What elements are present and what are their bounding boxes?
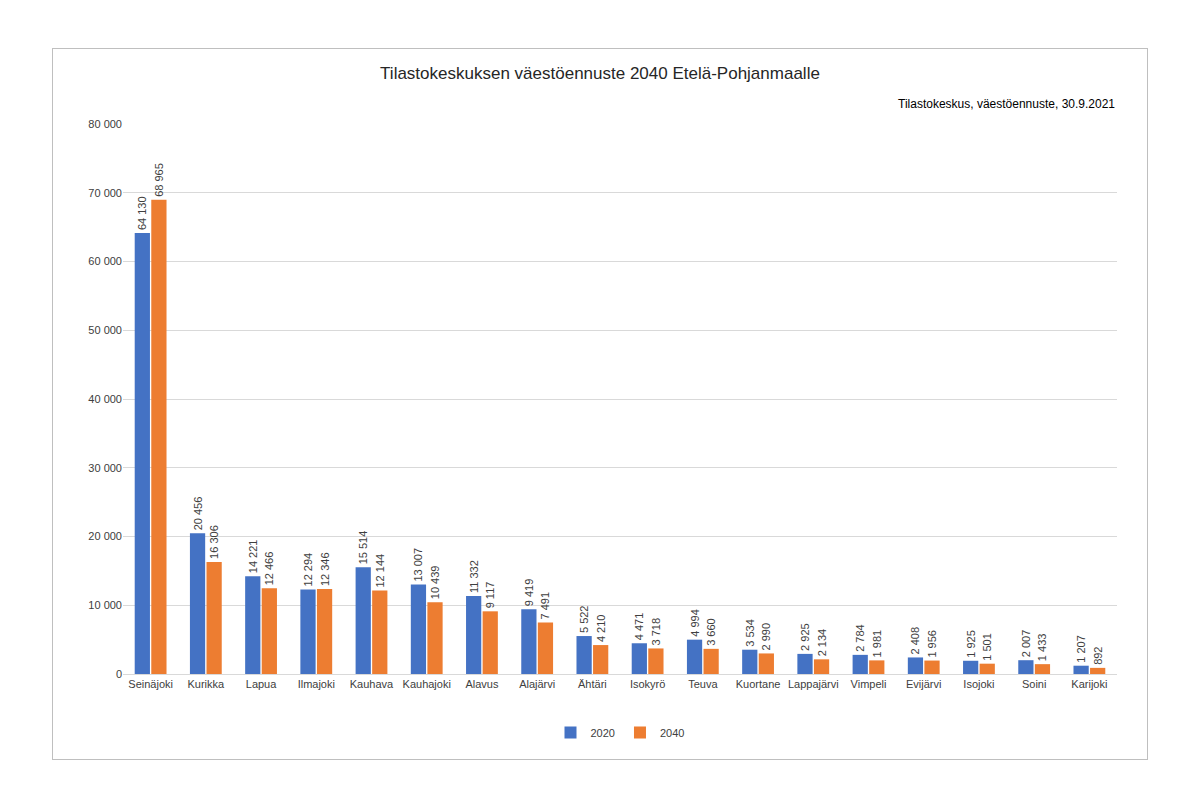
svg-text:3 718: 3 718 — [650, 618, 662, 646]
svg-text:12 346: 12 346 — [319, 552, 331, 586]
svg-text:2 990: 2 990 — [760, 623, 772, 651]
svg-text:Isokyrö: Isokyrö — [630, 678, 665, 690]
svg-text:7 491: 7 491 — [539, 592, 551, 620]
svg-text:Seinäjoki: Seinäjoki — [128, 678, 173, 690]
svg-text:Alajärvi: Alajärvi — [519, 678, 555, 690]
svg-text:2 784: 2 784 — [854, 624, 866, 652]
svg-text:68 965: 68 965 — [153, 163, 165, 197]
svg-text:20 456: 20 456 — [192, 497, 204, 531]
svg-text:10 000: 10 000 — [88, 599, 122, 611]
svg-text:0: 0 — [116, 668, 122, 680]
svg-text:3 660: 3 660 — [705, 618, 717, 646]
svg-text:10 439: 10 439 — [429, 566, 441, 600]
svg-text:70 000: 70 000 — [88, 187, 122, 199]
svg-text:9 419: 9 419 — [523, 579, 535, 607]
svg-text:1 207: 1 207 — [1075, 635, 1087, 663]
svg-text:80 000: 80 000 — [88, 118, 122, 130]
svg-text:11 332: 11 332 — [468, 560, 480, 593]
svg-text:15 514: 15 514 — [357, 531, 369, 565]
svg-text:9 117: 9 117 — [484, 582, 496, 609]
svg-text:Isojoki: Isojoki — [963, 678, 994, 690]
svg-text:2 007: 2 007 — [1020, 630, 1032, 658]
svg-text:16 306: 16 306 — [208, 525, 220, 559]
svg-text:14 221: 14 221 — [247, 540, 259, 574]
svg-text:Vimpeli: Vimpeli — [851, 678, 887, 690]
svg-text:1 501: 1 501 — [981, 633, 993, 661]
svg-text:892: 892 — [1092, 647, 1104, 665]
svg-text:1 433: 1 433 — [1036, 634, 1048, 662]
svg-text:1 956: 1 956 — [926, 630, 938, 658]
svg-text:13 007: 13 007 — [412, 548, 424, 582]
svg-text:1 925: 1 925 — [965, 630, 977, 658]
svg-text:3 534: 3 534 — [744, 619, 756, 647]
svg-text:2020: 2020 — [591, 727, 615, 739]
svg-text:Alavus: Alavus — [465, 678, 499, 690]
svg-text:4 210: 4 210 — [595, 615, 607, 643]
svg-text:12 144: 12 144 — [374, 554, 386, 588]
svg-text:2 925: 2 925 — [799, 623, 811, 651]
svg-text:Ilmajoki: Ilmajoki — [298, 678, 335, 690]
svg-text:2 134: 2 134 — [816, 629, 828, 657]
svg-text:60 000: 60 000 — [88, 255, 122, 267]
svg-text:5 522: 5 522 — [578, 606, 590, 634]
svg-text:Soini: Soini — [1022, 678, 1046, 690]
svg-text:Kuortane: Kuortane — [736, 678, 781, 690]
svg-text:Ähtäri: Ähtäri — [578, 678, 607, 690]
svg-text:4 994: 4 994 — [689, 609, 701, 637]
svg-text:Kauhava: Kauhava — [350, 678, 394, 690]
svg-text:64 130: 64 130 — [136, 196, 148, 230]
svg-text:30 000: 30 000 — [88, 462, 122, 474]
svg-text:1 981: 1 981 — [871, 630, 883, 658]
svg-text:Kauhajoki: Kauhajoki — [403, 678, 451, 690]
svg-text:12 466: 12 466 — [263, 552, 275, 586]
svg-text:Lappajärvi: Lappajärvi — [788, 678, 839, 690]
svg-text:Teuva: Teuva — [688, 678, 718, 690]
svg-text:50 000: 50 000 — [88, 324, 122, 336]
svg-text:Karijoki: Karijoki — [1071, 678, 1107, 690]
svg-text:Evijärvi: Evijärvi — [906, 678, 941, 690]
svg-text:4 471: 4 471 — [633, 613, 645, 641]
svg-text:12 294: 12 294 — [302, 553, 314, 587]
svg-text:2040: 2040 — [660, 727, 684, 739]
svg-text:2 408: 2 408 — [909, 627, 921, 655]
svg-text:Tilastokeskuksen väestöennuste: Tilastokeskuksen väestöennuste 2040 Etel… — [380, 64, 820, 83]
svg-text:20 000: 20 000 — [88, 530, 122, 542]
svg-text:Kurikka: Kurikka — [187, 678, 225, 690]
svg-text:40 000: 40 000 — [88, 393, 122, 405]
svg-text:Lapua: Lapua — [246, 678, 277, 690]
svg-text:Tilastokeskus, väestöennuste,: Tilastokeskus, väestöennuste, 30.9.2021 — [898, 97, 1115, 111]
